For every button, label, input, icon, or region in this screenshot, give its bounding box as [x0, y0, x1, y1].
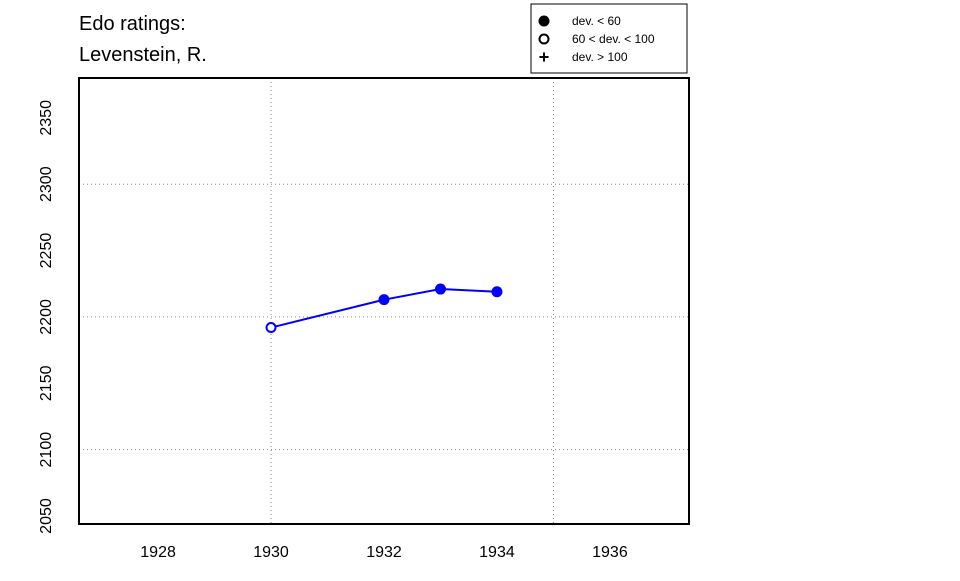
marker — [378, 294, 390, 306]
marker — [538, 33, 550, 45]
marker — [265, 322, 277, 334]
chart-subtitle: Levenstein, R. — [79, 44, 207, 66]
x-tick-label: 1930 — [253, 544, 289, 561]
y-tick-label: 2200 — [38, 299, 55, 335]
legend-box — [530, 3, 688, 74]
x-tick-label: 1936 — [592, 544, 628, 561]
y-tick-label: 2250 — [38, 233, 55, 269]
legend-label: 60 < dev. < 100 — [572, 32, 655, 46]
legend-label: dev. < 60 — [572, 14, 621, 28]
line — [270, 288, 498, 329]
chart-title: Edo ratings: — [79, 13, 186, 35]
y-tick-label: 2150 — [38, 365, 55, 401]
marker — [434, 283, 446, 295]
x-tick-label: 1934 — [479, 544, 515, 561]
y-tick-label: 2300 — [38, 166, 55, 202]
x-tick-label: 1928 — [140, 544, 176, 561]
x-tick-label: 1932 — [366, 544, 402, 561]
y-tick-label: 2350 — [38, 100, 55, 136]
marker — [539, 52, 549, 62]
legend-label: dev. > 100 — [572, 50, 628, 64]
marker — [538, 15, 550, 27]
marker — [491, 286, 503, 298]
y-tick-label: 2050 — [38, 498, 55, 534]
plot-frame — [78, 77, 690, 525]
y-tick-label: 2100 — [38, 432, 55, 468]
